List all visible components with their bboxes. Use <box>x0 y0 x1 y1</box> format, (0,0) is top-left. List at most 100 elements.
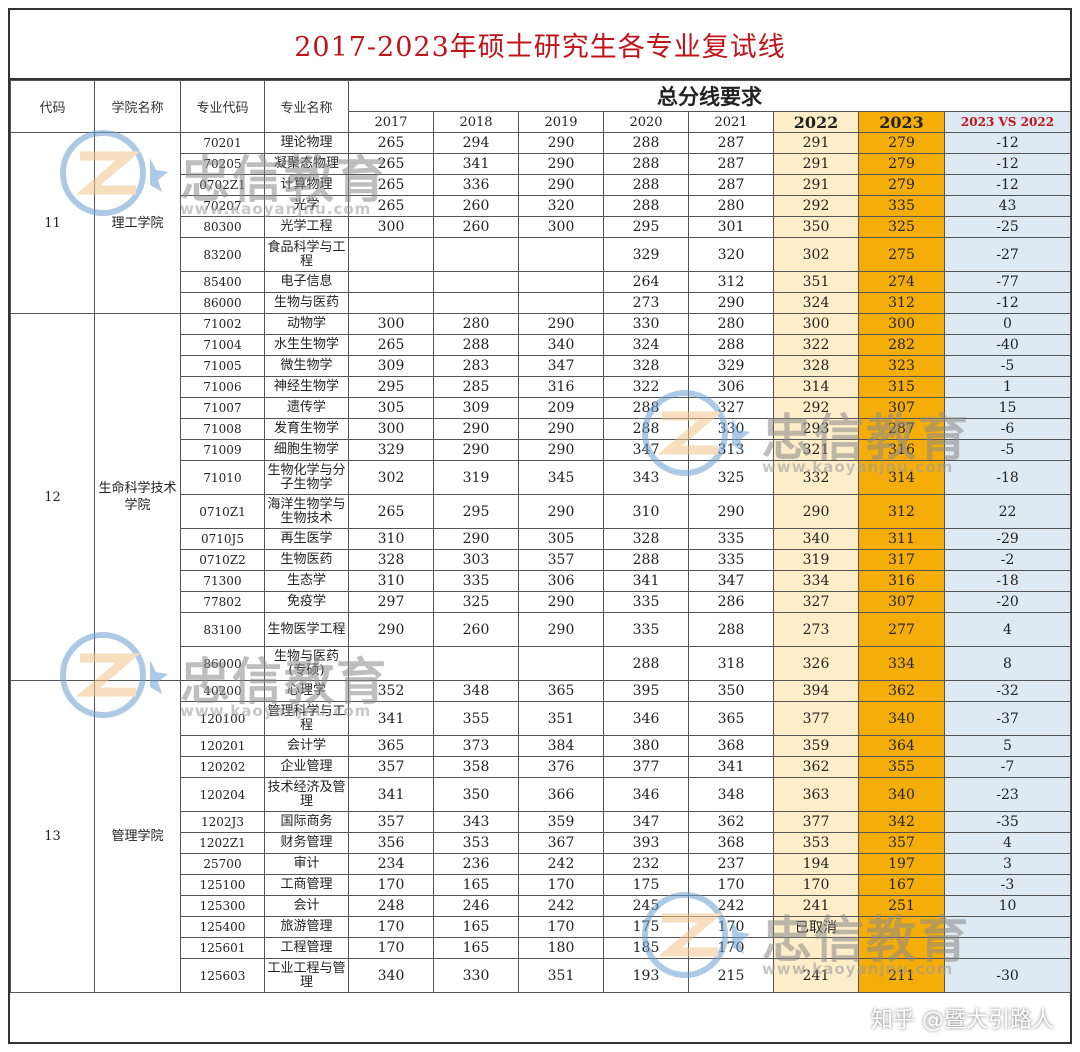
table-body: 11 理工学院 70201 理论物理 265 294 290 288 287 291 279 -12 7… <box>10 132 1071 993</box>
score-2021: 318 <box>688 646 774 681</box>
header-major-name: 专业名称 <box>264 80 349 133</box>
score-2017: 329 <box>348 439 434 461</box>
score-2022: 327 <box>773 591 859 613</box>
score-2021: 368 <box>688 735 774 757</box>
score-2022: 194 <box>773 853 859 875</box>
score-diff: -12 <box>944 292 1071 314</box>
score-diff: 0 <box>944 313 1071 335</box>
table-row: 0710Z1 海洋生物学与生物技术 265 295 290 310 290 290 312 22 <box>11 494 1071 529</box>
header-year: 2020 <box>603 111 689 133</box>
score-2017: 341 <box>348 777 434 812</box>
score-2020: 288 <box>603 132 689 154</box>
score-2017: 310 <box>348 570 434 592</box>
major-code: 0710J5 <box>180 528 265 550</box>
major-code: 86000 <box>180 292 265 314</box>
score-2020: 295 <box>603 216 689 238</box>
score-2018: 290 <box>433 418 519 440</box>
score-2021: 341 <box>688 756 774 778</box>
major-code: 71010 <box>180 460 265 495</box>
score-2021: 365 <box>688 701 774 736</box>
score-2022: 273 <box>773 612 859 647</box>
score-2023: 251 <box>858 895 945 917</box>
score-2017: 328 <box>348 549 434 571</box>
score-2019: 366 <box>518 777 604 812</box>
score-diff: -35 <box>944 811 1071 833</box>
score-2022: 319 <box>773 549 859 571</box>
score-diff: -30 <box>944 958 1071 993</box>
score-2022: 293 <box>773 418 859 440</box>
score-diff: 5 <box>944 735 1071 757</box>
major-code: 71008 <box>180 418 265 440</box>
score-diff: -20 <box>944 591 1071 613</box>
college-name: 管理学院 <box>94 680 181 993</box>
major-name: 旅游管理 <box>264 916 349 938</box>
score-diff: -5 <box>944 355 1071 377</box>
score-table: 代码 学院名称 专业代码 专业名称 总分线要求 2017 2018 2019 2… <box>10 80 1071 993</box>
score-2023: 315 <box>858 376 945 398</box>
score-2021: 348 <box>688 777 774 812</box>
score-2021: 280 <box>688 195 774 217</box>
score-2018 <box>433 271 519 293</box>
table-row: 83100 生物医学工程 290 260 290 335 288 273 277 4 <box>11 612 1071 647</box>
table-row: 85400 电子信息 264 312 351 274 -77 <box>11 271 1071 293</box>
score-2019: 290 <box>518 153 604 175</box>
table-row: 80300 光学工程 300 260 300 295 301 350 325 -25 <box>11 216 1071 238</box>
score-2019: 345 <box>518 460 604 495</box>
score-2022: 359 <box>773 735 859 757</box>
score-2020: 346 <box>603 777 689 812</box>
table-row: 120201 会计学 365 373 384 380 368 359 364 5 <box>11 735 1071 757</box>
score-2021: 301 <box>688 216 774 238</box>
major-name: 计算物理 <box>264 174 349 196</box>
table-row: 1202J3 国际商务 357 343 359 347 362 377 342 -35 <box>11 811 1071 833</box>
score-2021: 312 <box>688 271 774 293</box>
score-2021: 287 <box>688 174 774 196</box>
score-diff: 8 <box>944 646 1071 681</box>
score-2017: 170 <box>348 916 434 938</box>
score-2017: 290 <box>348 612 434 647</box>
score-2017: 356 <box>348 832 434 854</box>
score-2019: 170 <box>518 874 604 896</box>
table-row: 0702Z1 计算物理 265 336 290 288 287 291 279 -12 <box>11 174 1071 196</box>
major-name: 企业管理 <box>264 756 349 778</box>
table-row: 70205 凝聚态物理 265 341 290 288 287 291 279 -12 <box>11 153 1071 175</box>
score-2022: 302 <box>773 237 859 272</box>
score-2020: 288 <box>603 174 689 196</box>
major-name: 电子信息 <box>264 271 349 293</box>
score-2020: 288 <box>603 646 689 681</box>
score-diff: -29 <box>944 528 1071 550</box>
score-2023: 314 <box>858 460 945 495</box>
major-code: 0702Z1 <box>180 174 265 196</box>
score-2020: 185 <box>603 937 689 959</box>
major-name: 水生生物学 <box>264 334 349 356</box>
score-2021: 215 <box>688 958 774 993</box>
score-2020: 273 <box>603 292 689 314</box>
score-2019: 290 <box>518 132 604 154</box>
score-2023: 307 <box>858 397 945 419</box>
major-name: 国际商务 <box>264 811 349 833</box>
score-2018: 165 <box>433 937 519 959</box>
score-2020: 377 <box>603 756 689 778</box>
score-2022: 351 <box>773 271 859 293</box>
score-2019: 351 <box>518 958 604 993</box>
score-2018: 350 <box>433 777 519 812</box>
table-row: 71006 神经生物学 295 285 316 322 306 314 315 1 <box>11 376 1071 398</box>
score-2017: 300 <box>348 216 434 238</box>
score-2017: 170 <box>348 937 434 959</box>
score-2017: 297 <box>348 591 434 613</box>
score-2020: 288 <box>603 195 689 217</box>
score-2023: 274 <box>858 271 945 293</box>
major-name: 生物与医药 <box>264 292 349 314</box>
major-code: 71002 <box>180 313 265 335</box>
major-code: 125400 <box>180 916 265 938</box>
score-2021: 335 <box>688 528 774 550</box>
score-2023: 279 <box>858 174 945 196</box>
score-diff: -77 <box>944 271 1071 293</box>
score-diff: -6 <box>944 418 1071 440</box>
score-2020: 175 <box>603 916 689 938</box>
table-row: 71009 细胞生物学 329 290 290 347 313 321 316 -5 <box>11 439 1071 461</box>
major-name: 工商管理 <box>264 874 349 896</box>
score-2017: 302 <box>348 460 434 495</box>
table-row: 71010 生物化学与分子生物学 302 319 345 343 325 332 314 -18 <box>11 460 1071 495</box>
score-2022: 334 <box>773 570 859 592</box>
header-year-2023: 2023 <box>858 111 945 133</box>
